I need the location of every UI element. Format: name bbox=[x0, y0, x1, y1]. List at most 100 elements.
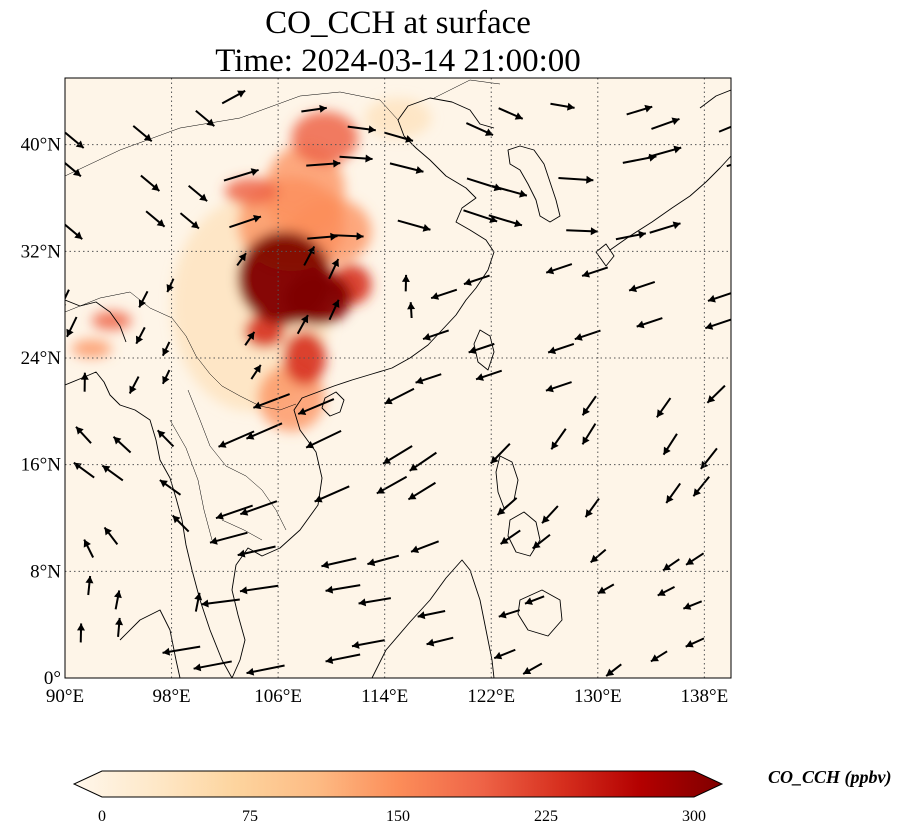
bangladesh-coast bbox=[65, 299, 127, 343]
wind-arrow-head bbox=[484, 128, 494, 136]
wind-arrow bbox=[574, 329, 601, 341]
wind-arrow-head bbox=[356, 232, 364, 241]
wind-arrow bbox=[718, 125, 731, 133]
hainan-island bbox=[321, 391, 345, 417]
map-panel bbox=[64, 77, 732, 679]
wind-arrow-head bbox=[590, 227, 598, 236]
wind-arrow-head bbox=[201, 599, 209, 608]
wind-arrow bbox=[705, 318, 731, 330]
wind-arrow-head bbox=[330, 232, 338, 241]
wind-arrow-head bbox=[567, 102, 575, 111]
wind-arrow bbox=[135, 326, 146, 345]
lon-tick-label: 130°E bbox=[574, 686, 622, 707]
wind-arrow-head bbox=[636, 320, 645, 329]
wind-arrow-head bbox=[162, 347, 170, 356]
wind-arrow-head bbox=[247, 331, 255, 340]
wind-arrow bbox=[65, 223, 83, 240]
wind-arrow bbox=[726, 163, 731, 168]
wind-arrow-head bbox=[551, 441, 559, 450]
wind-arrow-head bbox=[582, 269, 590, 278]
wind-arrow bbox=[498, 609, 521, 619]
china-northeast-border bbox=[433, 79, 501, 99]
wind-arrow bbox=[161, 369, 171, 385]
wind-arrow-head bbox=[367, 558, 376, 567]
borneo-coast bbox=[371, 559, 495, 678]
wind-arrow bbox=[301, 104, 327, 113]
wind-arrow bbox=[194, 592, 203, 612]
wind-arrow-head bbox=[532, 540, 541, 549]
wind-arrow-head bbox=[319, 104, 327, 113]
wind-arrow-head bbox=[585, 509, 593, 518]
wind-arrow-head bbox=[606, 668, 615, 677]
wind-arrow bbox=[384, 387, 415, 405]
wind-arrow-head bbox=[104, 527, 112, 536]
wind-arrow-head bbox=[597, 586, 606, 594]
wind-arrow bbox=[566, 227, 598, 236]
wind-arrow-head bbox=[500, 536, 509, 544]
wind-arrow bbox=[140, 174, 161, 192]
colorbar-tick-label: 225 bbox=[534, 808, 558, 825]
wind-arrow bbox=[328, 299, 340, 321]
co-plume-very-high bbox=[284, 271, 352, 325]
wind-arrow bbox=[179, 212, 200, 230]
wind-arrow bbox=[358, 597, 392, 607]
wind-arrow-head bbox=[143, 133, 152, 142]
colorbar-ticks: 0 75 150 225 300 bbox=[98, 808, 706, 825]
co-plume-medium bbox=[71, 339, 112, 358]
wind-arrow-head bbox=[586, 175, 594, 184]
wind-arrow bbox=[314, 485, 350, 503]
china-north-border bbox=[65, 91, 399, 177]
lat-tick-label: 0° bbox=[44, 668, 61, 689]
wind-arrow bbox=[615, 230, 647, 241]
lon-tick-label: 138°E bbox=[681, 686, 729, 707]
wind-arrow bbox=[250, 364, 262, 380]
wind-arrow-shaft bbox=[65, 289, 70, 301]
colorbar-tick-label: 300 bbox=[682, 808, 706, 825]
wind-arrow bbox=[138, 290, 149, 308]
japan-kyushu bbox=[595, 243, 615, 267]
myanmar-malay-coast bbox=[65, 371, 233, 678]
wind-arrow-head bbox=[546, 266, 555, 275]
lon-tick-label: 122°E bbox=[467, 686, 515, 707]
wind-arrow-head bbox=[102, 465, 111, 473]
lat-tick-label: 40°N bbox=[21, 135, 62, 156]
wind-arrow bbox=[692, 476, 710, 497]
wind-arrow-head bbox=[422, 224, 431, 232]
colorbar-label: CO_CCH (ppbv) bbox=[768, 767, 892, 787]
wind-arrow bbox=[597, 583, 615, 595]
wind-arrow bbox=[465, 122, 494, 136]
wind-arrow-head bbox=[417, 611, 426, 620]
wind-arrow-head bbox=[415, 166, 424, 174]
wind-arrow-head bbox=[671, 117, 680, 126]
korean-peninsula bbox=[507, 145, 561, 223]
wind-arrow bbox=[297, 398, 335, 415]
wind-arrow bbox=[339, 154, 373, 163]
longitude-tick-labels: 90°E 98°E 106°E 114°E 122°E 130°E 138°E bbox=[46, 686, 728, 707]
wind-arrow bbox=[253, 393, 290, 410]
wind-arrow-head bbox=[705, 322, 714, 330]
wind-arrow bbox=[347, 125, 376, 134]
wind-arrow-head bbox=[246, 667, 255, 676]
wind-arrow bbox=[351, 639, 385, 649]
mindanao-island bbox=[517, 589, 563, 637]
wind-arrow bbox=[651, 117, 680, 130]
wind-arrow-head bbox=[298, 407, 307, 415]
wind-arrow bbox=[657, 586, 675, 597]
wind-arrow-head bbox=[138, 299, 146, 308]
wind-arrow bbox=[662, 558, 680, 572]
co-plume-low bbox=[364, 98, 432, 138]
wind-arrow bbox=[665, 482, 682, 504]
wind-arrow-head bbox=[685, 640, 694, 648]
lon-tick-label: 106°E bbox=[254, 686, 302, 707]
wind-arrow-head bbox=[333, 159, 341, 168]
wind-arrow-head bbox=[325, 656, 334, 664]
wind-arrow-head bbox=[332, 299, 340, 308]
wind-arrow-head bbox=[218, 440, 227, 448]
wind-arrow-head bbox=[489, 215, 498, 224]
wind-arrow bbox=[145, 210, 166, 228]
wind-arrow-head bbox=[115, 617, 124, 626]
lon-tick-label: 114°E bbox=[361, 686, 408, 707]
wind-arrow-head bbox=[162, 647, 171, 656]
wind-arrow-head bbox=[151, 183, 160, 191]
wind-arrow bbox=[649, 221, 681, 234]
